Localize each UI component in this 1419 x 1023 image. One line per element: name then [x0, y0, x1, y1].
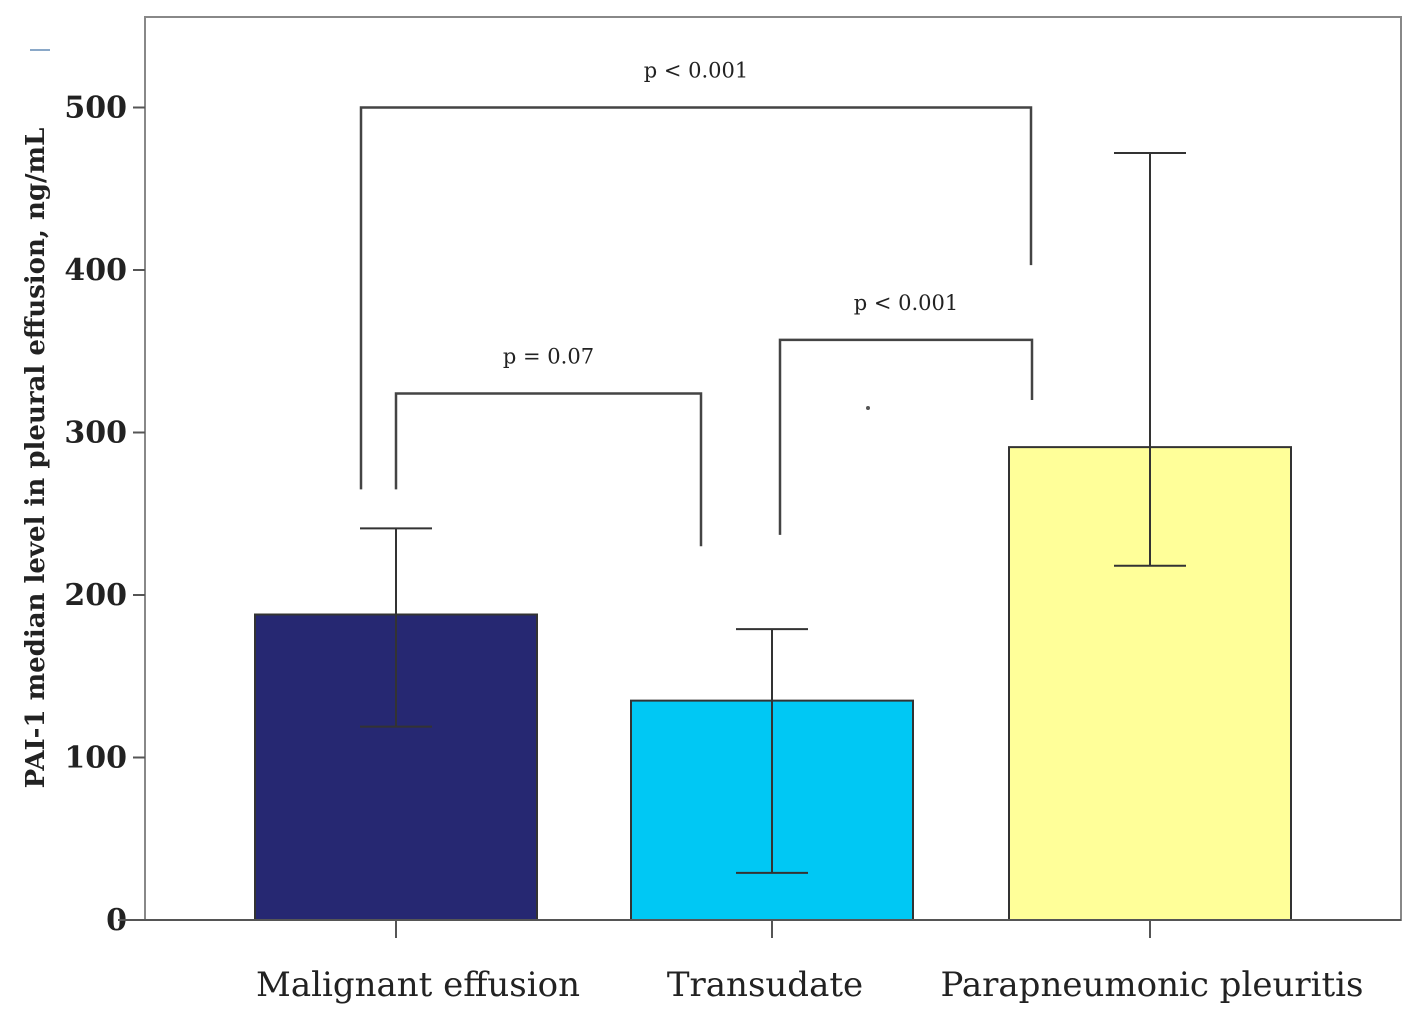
y-tick-label: 0 [106, 903, 127, 938]
y-tick-label: 300 [64, 416, 127, 451]
category-label: Malignant effusion [256, 965, 580, 1005]
category-label: Parapneumonic pleuritis [941, 965, 1364, 1005]
significance-bracket [359, 106, 1033, 490]
y-axis: 0 100 200 300 400 500 [64, 91, 145, 938]
p-value-label: p < 0.001 [854, 291, 959, 315]
p-value-label: p = 0.07 [503, 345, 594, 369]
y-tick-label: 400 [64, 253, 127, 288]
y-tick-label: 100 [64, 741, 127, 776]
y-tick-label: 500 [64, 91, 127, 126]
p-value-label: p < 0.001 [644, 59, 749, 83]
significance-bracket [394, 392, 703, 547]
category-label: Transudate [667, 965, 863, 1005]
significance-brackets: p < 0.001 p = 0.07 p < 0.001 [359, 59, 1034, 547]
error-bars [360, 152, 1186, 874]
stray-dot [866, 406, 870, 410]
y-axis-label: PAI-1 median level in pleural effusion, … [21, 128, 51, 789]
significance-bracket [778, 338, 1034, 535]
x-axis: Malignant effusion Transudate Parapneumoni… [118, 919, 1401, 1005]
y-tick-label: 200 [64, 578, 127, 613]
